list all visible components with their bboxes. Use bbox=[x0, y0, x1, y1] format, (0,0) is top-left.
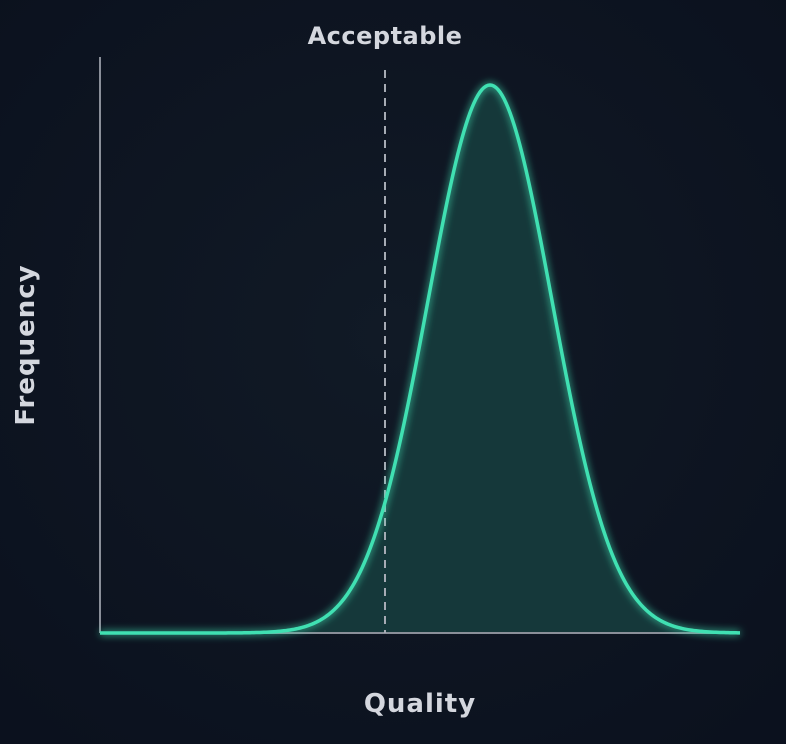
threshold-label: Acceptable bbox=[308, 22, 463, 50]
x-axis-label: Quality bbox=[364, 689, 476, 719]
y-axis-label: Frequency bbox=[11, 264, 41, 425]
distribution-curve bbox=[100, 83, 741, 635]
curve-area bbox=[100, 85, 740, 633]
